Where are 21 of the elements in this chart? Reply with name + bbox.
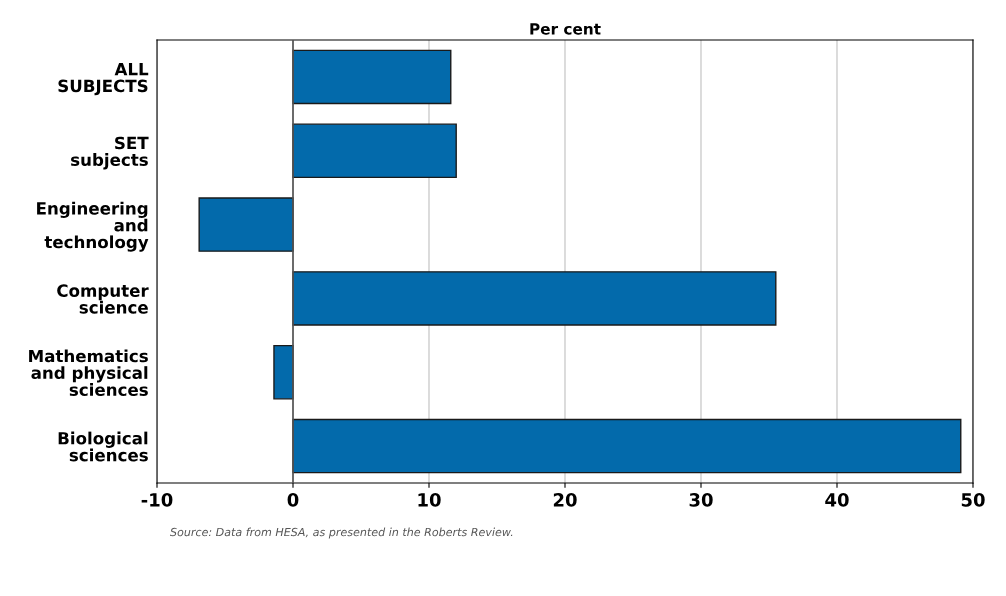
y-tick-label: SET subjects [71, 136, 149, 170]
x-tick-label: 40 [825, 493, 849, 507]
bar [198, 197, 294, 252]
y-tick-label: Engineering and technology [37, 201, 149, 252]
y-tick-label: Biological sciences [58, 431, 148, 462]
x-axis-title: Per cent [530, 23, 601, 35]
bar [292, 49, 452, 105]
bar [292, 271, 777, 326]
bar [292, 418, 962, 474]
bar [292, 123, 457, 179]
bar [273, 344, 294, 400]
x-tick-label: 30 [689, 493, 713, 507]
y-tick-label: Mathematics and physical sciences [29, 349, 148, 396]
x-tick-label: 20 [553, 493, 577, 507]
y-tick-label: ALL SUBJECTS [58, 63, 149, 96]
x-tick-label: -10 [141, 493, 173, 507]
x-tick-label: 10 [418, 493, 441, 507]
x-tick-label: 0 [287, 493, 299, 507]
y-tick-label: Computer science [57, 284, 149, 314]
source-note: Source: Data from HESA, as presented in the Roberts Review. [170, 527, 513, 539]
x-tick-label: 50 [961, 493, 985, 507]
